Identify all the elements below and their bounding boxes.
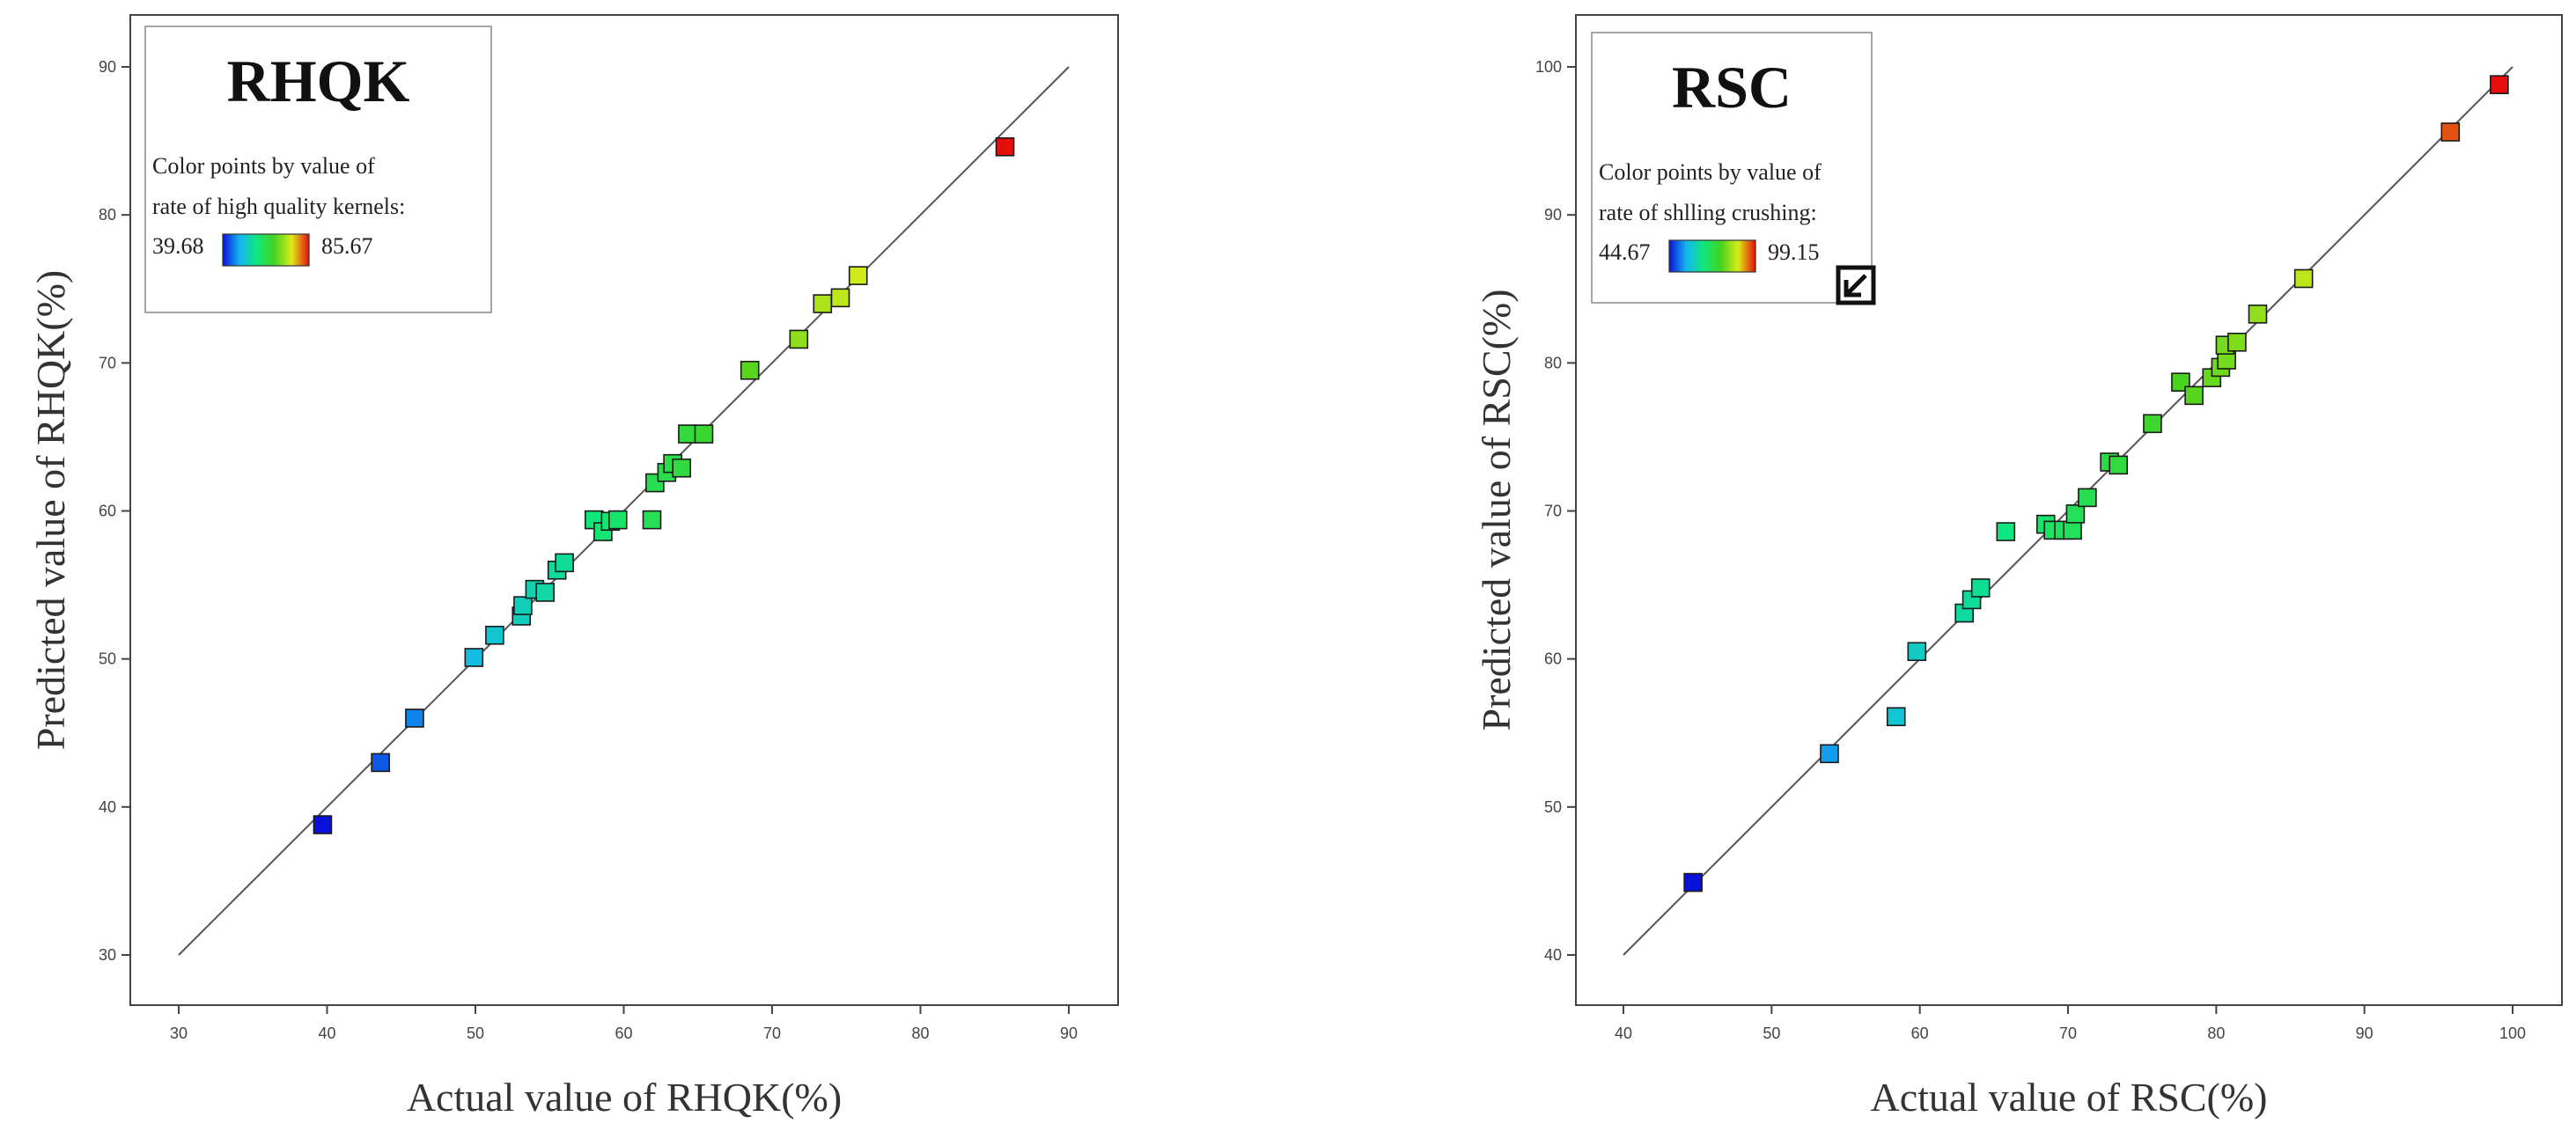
data-point — [2143, 414, 2162, 434]
y-tick-label: 70 — [1544, 503, 1562, 520]
y-tick-label: 70 — [99, 354, 116, 371]
y-tick-label: 30 — [99, 946, 116, 964]
x-tick-label: 90 — [1060, 1025, 1078, 1042]
x-tick-label: 90 — [2356, 1025, 2374, 1042]
chart-title: RHQK — [227, 48, 410, 114]
data-point — [2227, 332, 2247, 352]
data-point — [1970, 578, 1991, 598]
y-axis-title: Predicted value of RHQK(%) — [28, 270, 73, 750]
x-axis-title: Actual value of RHQK(%) — [407, 1075, 842, 1120]
data-point — [813, 294, 833, 313]
data-point — [513, 596, 533, 615]
data-point — [535, 583, 555, 602]
x-tick-label: 30 — [170, 1025, 188, 1042]
data-point — [2109, 455, 2129, 475]
legend-color-bar — [1668, 239, 1756, 273]
data-point — [642, 510, 662, 530]
y-tick-label: 40 — [1544, 946, 1562, 964]
data-point — [1907, 642, 1927, 662]
chart-title: RSC — [1672, 54, 1792, 121]
data-point — [1996, 522, 2016, 541]
data-point — [464, 648, 484, 667]
data-point — [678, 424, 697, 444]
legend-line-2: rate of shlling crushing: — [1599, 200, 1817, 225]
data-point — [2248, 305, 2268, 324]
data-point — [371, 753, 390, 773]
data-point — [2293, 268, 2314, 289]
data-point — [1683, 872, 1703, 892]
rsc-scatter-plot: 40 50 60 70 80 90 100 40 50 60 70 80 90 100 RSC Color p… — [1474, 14, 2563, 1120]
rsc-chart-panel: 40 50 60 70 80 90 100 40 50 60 70 80 90 100 RSC Color p… — [1288, 0, 2576, 1131]
data-point — [1820, 744, 1839, 764]
data-point — [672, 458, 692, 478]
expand-arrow-icon — [1836, 265, 1876, 305]
data-point — [485, 625, 504, 645]
y-axis-title: Predicted value of RSC(%) — [1474, 289, 1519, 731]
data-point — [2078, 488, 2097, 508]
x-tick-label: 80 — [2207, 1025, 2225, 1042]
x-axis-title: Actual value of RSC(%) — [1871, 1075, 2268, 1120]
legend-color-bar — [222, 233, 310, 267]
y-tick-label: 80 — [99, 206, 116, 224]
y-tick-label: 60 — [1544, 650, 1562, 668]
data-point — [2063, 520, 2082, 540]
x-tick-label: 70 — [2059, 1025, 2077, 1042]
x-tick-label: 60 — [1911, 1025, 1929, 1042]
y-tick-label: 50 — [99, 650, 116, 668]
data-point — [694, 424, 714, 444]
y-tick-label: 100 — [1535, 58, 1562, 76]
data-point — [830, 288, 850, 308]
rhqk-scatter-plot: 30 40 50 60 70 80 90 30 40 50 60 70 80 90 RHQK Color po… — [28, 14, 1119, 1120]
legend-line-1: Color points by value of — [1599, 159, 1822, 185]
y-tick-label: 90 — [1544, 206, 1562, 224]
y-tick-label: 50 — [1544, 798, 1562, 816]
data-point — [607, 510, 628, 530]
legend-max-label: 99.15 — [1768, 239, 1820, 265]
y-tick-label: 60 — [99, 503, 116, 520]
x-tick-label: 80 — [911, 1025, 929, 1042]
legend-max-label: 85.67 — [321, 233, 373, 259]
legend-min-label: 44.67 — [1599, 239, 1651, 265]
legend-box — [144, 26, 492, 313]
y-tick-label: 40 — [99, 798, 116, 816]
data-point — [789, 329, 809, 349]
y-tick-label: 90 — [99, 58, 116, 76]
data-point — [740, 360, 760, 380]
data-point — [995, 137, 1015, 157]
data-point — [1886, 707, 1906, 727]
data-point — [848, 266, 868, 285]
x-tick-label: 70 — [763, 1025, 781, 1042]
x-tick-label: 50 — [1763, 1025, 1780, 1042]
x-tick-label: 50 — [467, 1025, 484, 1042]
data-point — [2440, 122, 2461, 142]
legend-line-1: Color points by value of — [152, 153, 375, 179]
data-point — [2490, 75, 2509, 94]
y-tick-label: 80 — [1544, 354, 1562, 371]
x-tick-label: 100 — [2499, 1025, 2526, 1042]
data-point — [2184, 386, 2204, 406]
data-point — [405, 709, 424, 728]
x-tick-label: 40 — [318, 1025, 335, 1042]
x-tick-label: 40 — [1615, 1025, 1632, 1042]
rhqk-chart-panel: 30 40 50 60 70 80 90 30 40 50 60 70 80 90 RHQK Color po… — [28, 14, 1119, 1120]
legend-line-2: rate of high quality kernels: — [152, 194, 405, 219]
x-tick-label: 60 — [615, 1025, 632, 1042]
data-point — [555, 553, 574, 573]
legend-min-label: 39.68 — [152, 233, 204, 259]
data-point — [313, 815, 333, 834]
data-point — [2065, 504, 2086, 524]
